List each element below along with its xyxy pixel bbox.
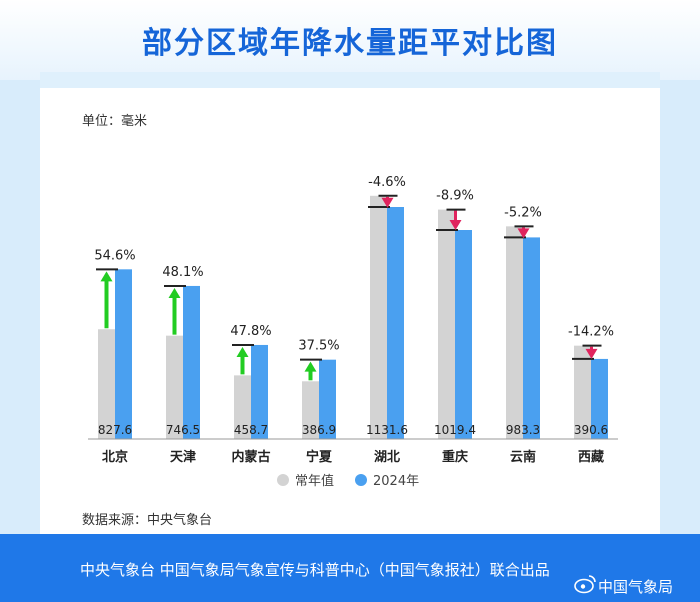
value-label-2024: 983.3 — [506, 423, 540, 437]
anomaly-label: -5.2% — [504, 205, 542, 220]
value-label-2024: 1019.4 — [434, 423, 476, 437]
bar-2024 — [319, 359, 336, 439]
decrease-arrow-head — [517, 228, 530, 239]
value-label-2024: 746.5 — [166, 423, 200, 437]
chart-panel — [40, 72, 660, 534]
anomaly-label: 48.1% — [162, 265, 203, 280]
footer-credit: 中央气象台 中国气象局气象宣传与科普中心（中国气象报社）联合出品 — [80, 561, 550, 579]
bar-2024 — [523, 237, 540, 439]
bar-2024 — [455, 230, 472, 439]
bar-normal — [166, 335, 183, 439]
decrease-arrow-head — [381, 197, 394, 208]
value-label-2024: 1131.6 — [366, 423, 408, 437]
increase-arrow-head — [100, 271, 113, 282]
category-label: 西藏 — [578, 449, 604, 465]
bar-2024 — [251, 344, 268, 439]
bar-2024 — [183, 285, 200, 439]
bar-normal — [574, 345, 591, 439]
category-label: 天津 — [170, 449, 196, 465]
legend-label: 常年值 — [295, 473, 334, 489]
bar-normal — [438, 209, 455, 439]
value-label-2024: 390.6 — [574, 423, 608, 437]
category-label: 北京 — [102, 449, 128, 465]
bar-normal — [98, 329, 115, 439]
increase-arrow-head — [168, 287, 181, 298]
watermark-text: 中国气象局 — [598, 578, 674, 596]
source-label: 数据来源：中央气象台 — [82, 513, 213, 528]
bar-2024 — [387, 207, 404, 439]
category-label: 内蒙古 — [231, 449, 270, 465]
legend-label: 2024年 — [373, 474, 419, 489]
legend-swatch — [355, 474, 367, 486]
anomaly-label: -14.2% — [568, 325, 614, 340]
category-label: 宁夏 — [306, 449, 333, 465]
decrease-arrow-head — [449, 220, 462, 231]
anomaly-label: 54.6% — [94, 248, 135, 263]
header-background — [0, 0, 700, 80]
footer-bar — [0, 534, 700, 602]
category-label: 重庆 — [442, 449, 468, 465]
value-label-2024: 458.7 — [234, 423, 268, 437]
increase-arrow-head — [236, 346, 249, 357]
unit-label: 单位：毫米 — [82, 114, 148, 129]
bar-normal — [506, 226, 523, 439]
anomaly-label: 37.5% — [298, 339, 339, 354]
legend-swatch — [277, 474, 289, 486]
increase-arrow-head — [304, 361, 317, 372]
bar-2024 — [115, 269, 132, 439]
value-label-2024: 386.9 — [302, 423, 336, 437]
decrease-arrow-head — [585, 348, 598, 359]
bar-normal — [302, 381, 319, 439]
category-label: 湖北 — [374, 450, 400, 465]
bar-normal — [234, 375, 251, 439]
value-label-2024: 827.6 — [98, 423, 132, 437]
page-title: 部分区域年降水量距平对比图 — [142, 26, 558, 61]
weibo-icon — [574, 575, 596, 594]
bar-normal — [370, 195, 387, 439]
bar-2024 — [591, 358, 608, 439]
anomaly-label: -4.6% — [368, 175, 406, 190]
category-label: 云南 — [510, 449, 536, 465]
anomaly-label: -8.9% — [436, 189, 474, 204]
anomaly-label: 47.8% — [230, 324, 271, 339]
